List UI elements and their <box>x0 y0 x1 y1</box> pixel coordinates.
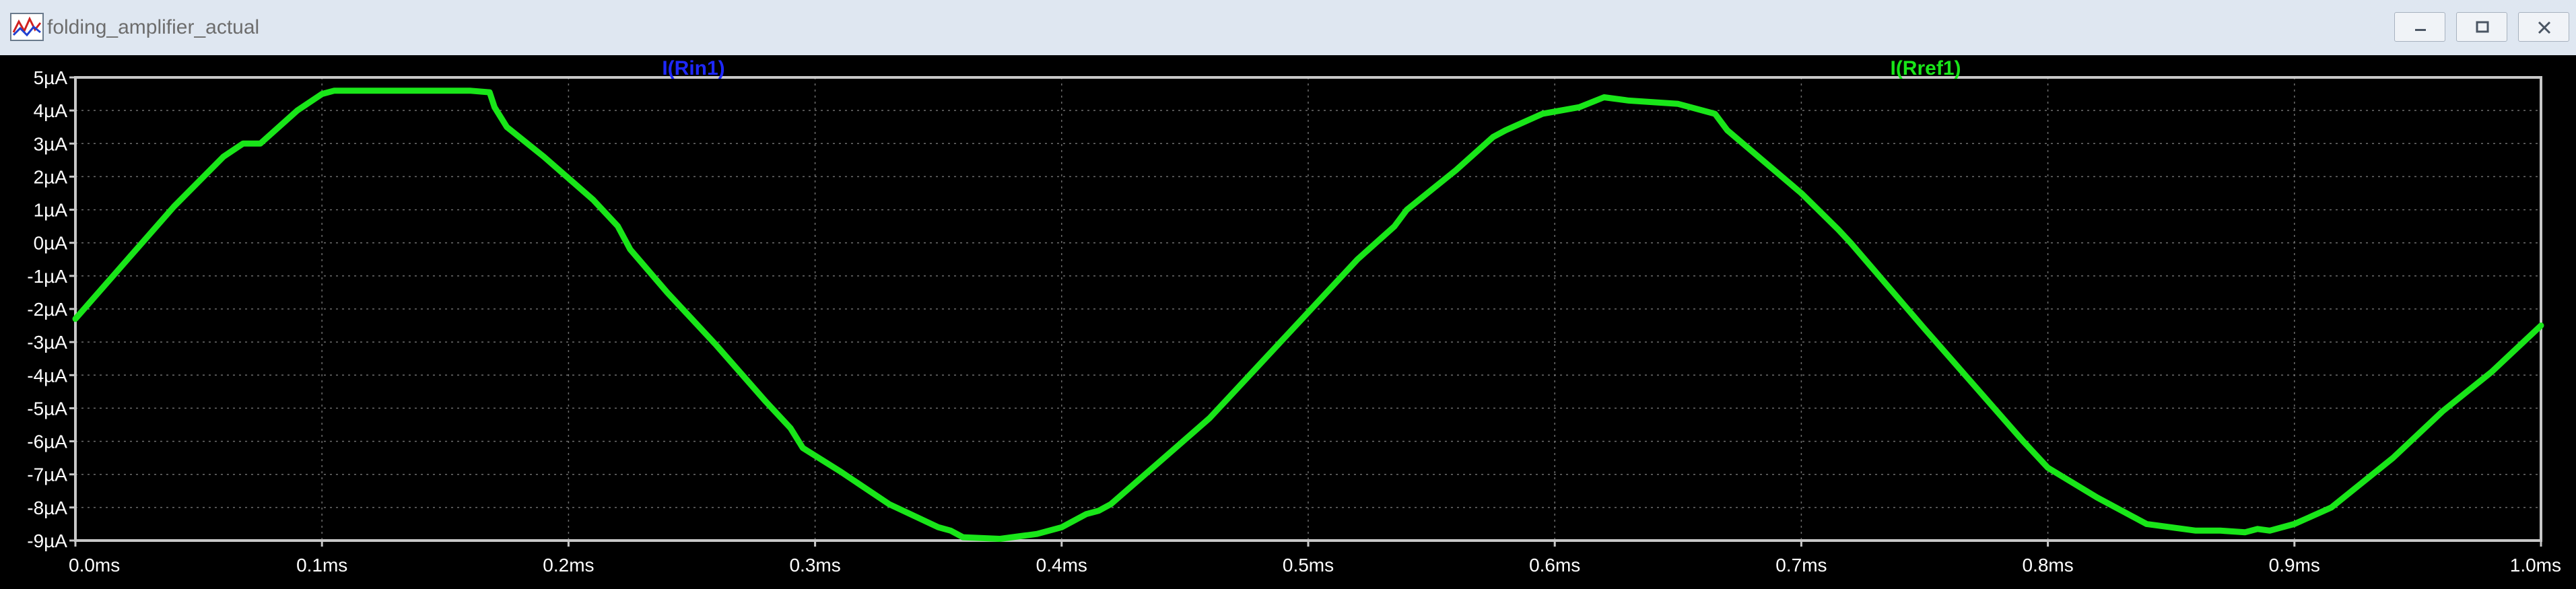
y-tick-label: -1µA <box>27 266 67 287</box>
title-bar: folding_amplifier_actual <box>0 0 2576 56</box>
y-tick-label: -8µA <box>27 497 67 518</box>
x-tick-label: 0.0ms <box>69 555 120 576</box>
y-tick-label: 3µA <box>34 133 68 154</box>
trace-label: I(Rin1) <box>662 57 724 79</box>
y-tick-label: -4µA <box>27 365 67 386</box>
x-tick-label: 0.2ms <box>543 555 594 576</box>
y-axis: 5µA 4µA 3µA 2µA 1µA 0µA -1µA -2µA -3µA -4µA -5µA -6… <box>27 67 75 551</box>
x-tick-label: 0.1ms <box>296 555 347 576</box>
y-tick-label: -7µA <box>27 464 67 485</box>
y-tick-label: -9µA <box>27 530 67 551</box>
x-tick-label: 0.4ms <box>1036 555 1087 576</box>
x-axis: 0.0ms 0.1ms 0.2ms 0.3ms 0.4ms 0.5ms 0.6ms 0.7ms… <box>69 541 2561 576</box>
x-tick-label: 0.9ms <box>2269 555 2320 576</box>
trace-labels: I(Rin1) I(Rref1) <box>662 57 1961 79</box>
y-tick-label: 1µA <box>34 200 68 221</box>
window-title: folding_amplifier_actual <box>47 16 260 38</box>
maximize-button[interactable] <box>2456 12 2507 42</box>
x-tick-label: 0.6ms <box>1529 555 1580 576</box>
minimize-button[interactable] <box>2394 12 2445 42</box>
y-tick-label: 0µA <box>34 233 68 254</box>
minimize-icon <box>2415 29 2426 31</box>
close-button[interactable] <box>2518 12 2569 42</box>
x-tick-label: 0.7ms <box>1775 555 1827 576</box>
y-tick-label: 2µA <box>34 166 68 187</box>
maximize-icon <box>2476 21 2489 33</box>
traces <box>72 88 2544 542</box>
grid <box>75 77 2541 541</box>
waveform-viewer-icon <box>10 13 44 41</box>
x-tick-label: 0.5ms <box>1283 555 1334 576</box>
trace-label: I(Rref1) <box>1890 57 1961 79</box>
x-tick-label: 0.3ms <box>789 555 840 576</box>
y-tick-label: -2µA <box>27 299 67 320</box>
y-tick-label: 5µA <box>34 67 68 88</box>
close-icon <box>2538 21 2551 34</box>
y-tick-label: -3µA <box>27 332 67 353</box>
y-tick-label: -5µA <box>27 398 67 419</box>
x-tick-label: 0.8ms <box>2022 555 2073 576</box>
waveform-chart[interactable]: 5µA 4µA 3µA 2µA 1µA 0µA -1µA -2µA -3µA -4µA -5µA -6… <box>0 55 2576 589</box>
plot-pane[interactable]: 5µA 4µA 3µA 2µA 1µA 0µA -1µA -2µA -3µA -4µA -5µA -6… <box>0 55 2576 589</box>
trace-i-rref1 <box>72 88 2544 542</box>
y-tick-label: -6µA <box>27 431 67 452</box>
x-tick-label: 1.0ms <box>2510 555 2561 576</box>
y-tick-label: 4µA <box>34 100 68 121</box>
